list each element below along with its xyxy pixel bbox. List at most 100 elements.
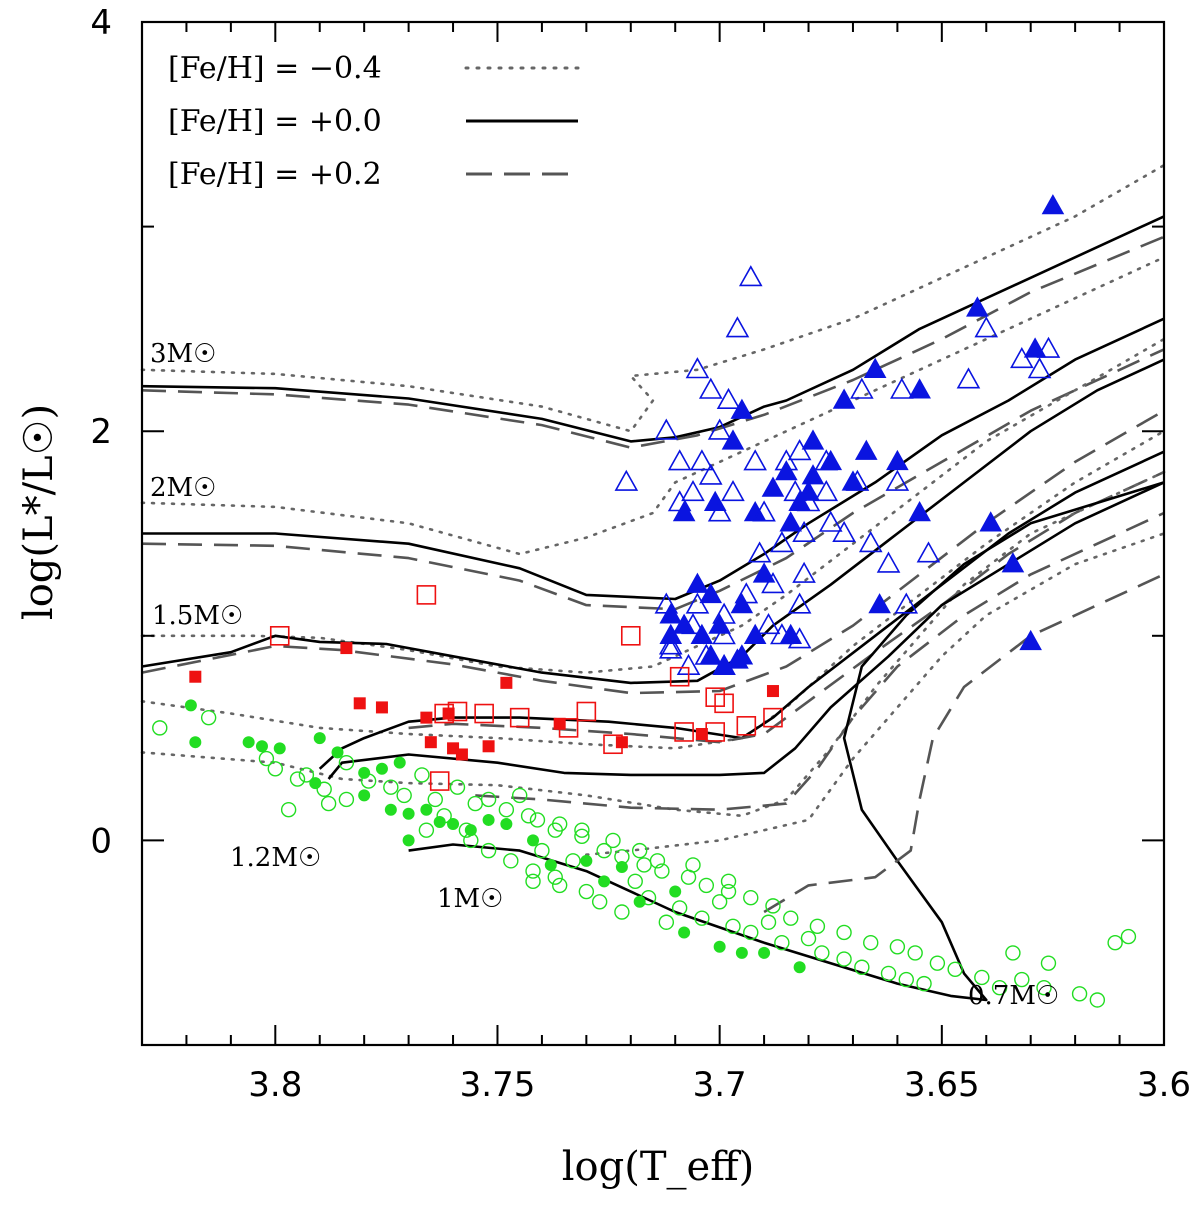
triangle-open-point — [916, 541, 941, 563]
circle-open-point — [916, 975, 932, 992]
circle-open-point — [458, 822, 475, 838]
circle-open-point — [298, 767, 315, 783]
triangle-open-point — [787, 439, 812, 461]
triangle-filled-point — [743, 623, 767, 644]
triangle-filled-point — [1019, 629, 1042, 651]
triangle-open-point — [770, 623, 794, 645]
triangle-filled-point — [1001, 552, 1025, 573]
circle-open-point — [525, 863, 541, 879]
square-filled-point — [766, 685, 779, 698]
square-open-point — [620, 625, 641, 646]
circle-open-point — [480, 842, 497, 859]
circle-open-point — [974, 969, 990, 986]
circle-filled-point — [793, 961, 806, 974]
triangle-open-point — [1036, 336, 1061, 358]
circle-open-point — [258, 750, 275, 767]
circle-open-point — [565, 853, 581, 869]
square-open-point — [434, 703, 454, 724]
triangle-filled-point — [761, 476, 785, 497]
square-filled-point — [500, 676, 513, 689]
circle-open-point — [152, 720, 168, 736]
circle-open-point — [640, 889, 657, 906]
circle-open-point — [200, 709, 217, 726]
circle-open-point — [698, 877, 715, 894]
triangle-open-point — [681, 479, 705, 502]
circle-filled-point — [464, 824, 477, 837]
square-open-point — [509, 707, 530, 728]
square-open-point — [674, 722, 694, 742]
circle-open-point — [574, 822, 590, 838]
triangle-open-point — [770, 531, 794, 553]
circle-open-point — [383, 779, 399, 795]
square-filled-point — [424, 736, 437, 749]
mass-label-0-7msun: 0.7M☉ — [968, 981, 1059, 1011]
triangle-open-point — [787, 592, 812, 614]
circle-open-point — [654, 863, 670, 879]
circle-open-point — [765, 898, 781, 914]
circle-open-point — [836, 924, 852, 941]
circle-open-point — [1120, 928, 1137, 945]
y-axis-title: log(L*/L☉) — [16, 404, 62, 620]
square-filled-point — [189, 670, 202, 683]
data-points — [152, 194, 1137, 1008]
triangle-filled-point — [908, 500, 931, 522]
triangle-open-point — [707, 418, 732, 440]
triangle-open-point — [734, 582, 759, 604]
circle-filled-point — [242, 736, 255, 749]
triangle-filled-point — [801, 464, 825, 485]
circle-open-point — [1005, 945, 1021, 961]
circle-filled-point — [189, 736, 202, 749]
circle-open-point — [658, 914, 675, 930]
circle-open-point — [449, 779, 466, 795]
triangle-open-point — [681, 612, 705, 635]
circle-filled-point — [758, 946, 771, 959]
circle-open-point — [800, 930, 817, 947]
circle-filled-point — [375, 762, 388, 775]
circle-open-point — [671, 900, 688, 916]
circle-open-point — [898, 971, 914, 988]
square-open-point — [269, 625, 290, 646]
circle-open-point — [280, 802, 297, 818]
triangle-open-point — [614, 469, 639, 491]
circle-open-point — [436, 808, 452, 824]
circle-open-point — [614, 849, 630, 865]
triangle-open-point — [712, 653, 736, 676]
circle-open-point — [551, 816, 568, 832]
triangle-filled-point — [730, 593, 754, 614]
legend-label-feh-neg04: [Fe/H] = −0.4 — [168, 51, 382, 86]
triangle-open-point — [876, 551, 901, 573]
triangle-open-point — [712, 623, 736, 645]
triangle-open-point — [658, 637, 683, 659]
square-open-point — [416, 585, 437, 605]
triangle-open-point — [974, 316, 999, 338]
triangle-open-point — [654, 592, 679, 614]
legend-label-feh-00: [Fe/H] = +0.0 — [168, 104, 382, 139]
circle-filled-point — [358, 766, 371, 779]
circle-open-point — [467, 795, 483, 812]
circle-open-point — [418, 822, 435, 838]
circle-open-point — [720, 873, 737, 890]
triangle-filled-point — [721, 429, 745, 450]
triangle-open-point — [694, 643, 719, 665]
triangle-filled-point — [699, 582, 723, 604]
circle-filled-point — [358, 789, 371, 802]
square-open-point — [705, 722, 726, 742]
mass-label-1-2msun: 1.2M☉ — [230, 843, 321, 873]
circle-open-point — [414, 767, 430, 783]
mass-label-2msun: 2M☉ — [150, 473, 216, 503]
triangle-open-point — [818, 510, 843, 532]
circle-open-point — [551, 877, 568, 894]
triangle-open-point — [894, 592, 919, 614]
triangle-open-point — [774, 449, 799, 471]
triangle-open-point — [654, 418, 679, 440]
square-filled-point — [340, 642, 353, 655]
circle-open-point — [503, 853, 519, 869]
track-dotted-6 — [140, 337, 1166, 674]
square-filled-point — [375, 701, 388, 714]
mass-label-1msun: 1M☉ — [437, 884, 503, 914]
square-open-point — [669, 666, 690, 687]
triangle-open-point — [685, 592, 710, 614]
circle-open-point — [520, 808, 537, 824]
triangle-open-point — [752, 500, 776, 522]
